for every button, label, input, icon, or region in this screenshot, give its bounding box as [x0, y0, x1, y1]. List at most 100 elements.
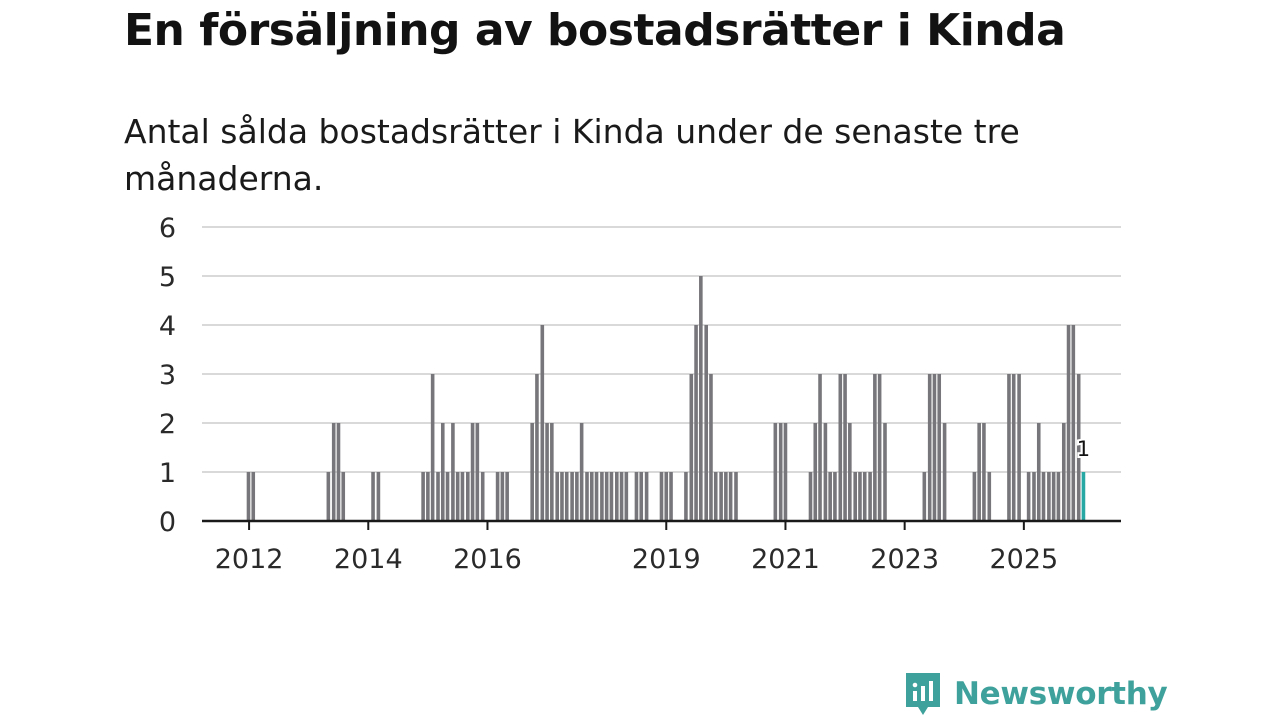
- bar: [853, 472, 857, 521]
- bar: [783, 423, 788, 521]
- bar: [331, 423, 336, 521]
- x-tick-label: 2023: [870, 544, 939, 575]
- bar: [615, 472, 619, 521]
- bar: [246, 472, 251, 521]
- highlight-data-label: 1: [1077, 437, 1090, 461]
- bar: [445, 472, 450, 521]
- bar: [639, 472, 644, 521]
- newsworthy-logo-icon: [906, 673, 940, 715]
- bar: [455, 472, 460, 521]
- bar: [466, 472, 470, 521]
- bar: [843, 374, 847, 521]
- bar: [728, 472, 733, 521]
- bar: [1007, 374, 1011, 521]
- chart-subtitle: Antal sålda bostadsrätter i Kinda under …: [124, 112, 1020, 198]
- y-tick-label: 4: [159, 311, 176, 342]
- bar: [644, 472, 649, 521]
- chart-title: En försäljning av bostadsrätter i Kinda: [124, 5, 1066, 56]
- bar: [694, 325, 698, 521]
- bar: [713, 472, 718, 521]
- bar: [600, 472, 604, 521]
- y-tick-label: 2: [159, 409, 176, 440]
- bar: [535, 374, 539, 521]
- bar: [604, 472, 609, 521]
- bar: [609, 472, 614, 521]
- bar: [823, 423, 828, 521]
- x-tick-label: 2012: [215, 544, 284, 575]
- bar: [436, 472, 440, 521]
- bar: [1032, 472, 1036, 521]
- bar: [977, 423, 981, 521]
- bar: [480, 472, 485, 521]
- bar: [873, 374, 877, 521]
- x-tick-label: 2021: [751, 544, 820, 575]
- bar: [470, 423, 475, 521]
- bar: [689, 374, 694, 521]
- highlighted-bar: [1081, 472, 1086, 521]
- bar: [1011, 374, 1016, 521]
- logo-text: Newsworthy: [954, 676, 1168, 712]
- bar: [1066, 325, 1071, 521]
- bar: [858, 472, 862, 521]
- bars: [246, 276, 1086, 521]
- bar: [778, 423, 783, 521]
- bar: [545, 423, 549, 521]
- bar: [1026, 472, 1031, 521]
- bar: [336, 423, 341, 521]
- bar: [451, 423, 455, 521]
- bar: [848, 423, 852, 521]
- axes: [202, 519, 1121, 530]
- bar: [505, 472, 509, 521]
- y-tick-label: 1: [159, 458, 176, 489]
- bar: [371, 472, 375, 521]
- bar: [734, 472, 738, 521]
- bar: [773, 423, 778, 521]
- bar: [828, 472, 832, 521]
- bar: [430, 374, 435, 521]
- bar: [868, 472, 872, 521]
- bar: [530, 423, 534, 521]
- bar: [684, 472, 688, 521]
- bar: [704, 325, 708, 521]
- bar-chart: 0 1 2 3 4 5 6 2012 2014 2016 2019 2021 2023 2025 1: [159, 213, 1121, 575]
- newsworthy-logo[interactable]: Newsworthy: [902, 668, 1168, 720]
- bar: [440, 423, 445, 521]
- bar: [579, 423, 584, 521]
- bar: [589, 472, 594, 521]
- bar: [624, 472, 629, 521]
- bar: [540, 325, 545, 521]
- bar: [376, 472, 381, 521]
- bar: [1017, 374, 1021, 521]
- bar: [838, 374, 843, 521]
- bar: [813, 423, 818, 521]
- gridlines: [202, 226, 1121, 473]
- bar: [1071, 325, 1076, 521]
- bar: [699, 276, 703, 521]
- bar: [1051, 472, 1056, 521]
- bar: [1076, 374, 1081, 521]
- bar: [1041, 472, 1046, 521]
- bar: [585, 472, 589, 521]
- bar: [575, 472, 579, 521]
- bar: [833, 472, 837, 521]
- bar: [987, 472, 992, 521]
- bar: [669, 472, 673, 521]
- bar: [709, 374, 713, 521]
- y-tick-label: 5: [159, 262, 176, 293]
- bar: [475, 423, 480, 521]
- bar: [724, 472, 728, 521]
- bar: [1061, 423, 1066, 521]
- y-tick-label: 6: [159, 213, 176, 244]
- bar: [982, 423, 986, 521]
- bar: [550, 423, 554, 521]
- bar: [426, 472, 430, 521]
- bar: [341, 472, 346, 521]
- bar: [619, 472, 624, 521]
- y-tick-label: 3: [159, 360, 176, 391]
- bar: [460, 472, 465, 521]
- bar: [495, 472, 500, 521]
- bar: [326, 472, 331, 521]
- bar: [883, 423, 887, 521]
- bar: [937, 374, 942, 521]
- x-tick-label: 2019: [632, 544, 701, 575]
